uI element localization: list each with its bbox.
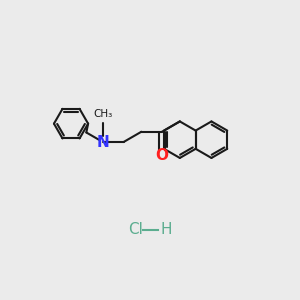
Text: O: O [155, 148, 169, 163]
Text: CH₃: CH₃ [93, 110, 112, 119]
Text: N: N [97, 134, 109, 149]
Text: H: H [160, 222, 172, 237]
Text: Cl: Cl [128, 222, 143, 237]
